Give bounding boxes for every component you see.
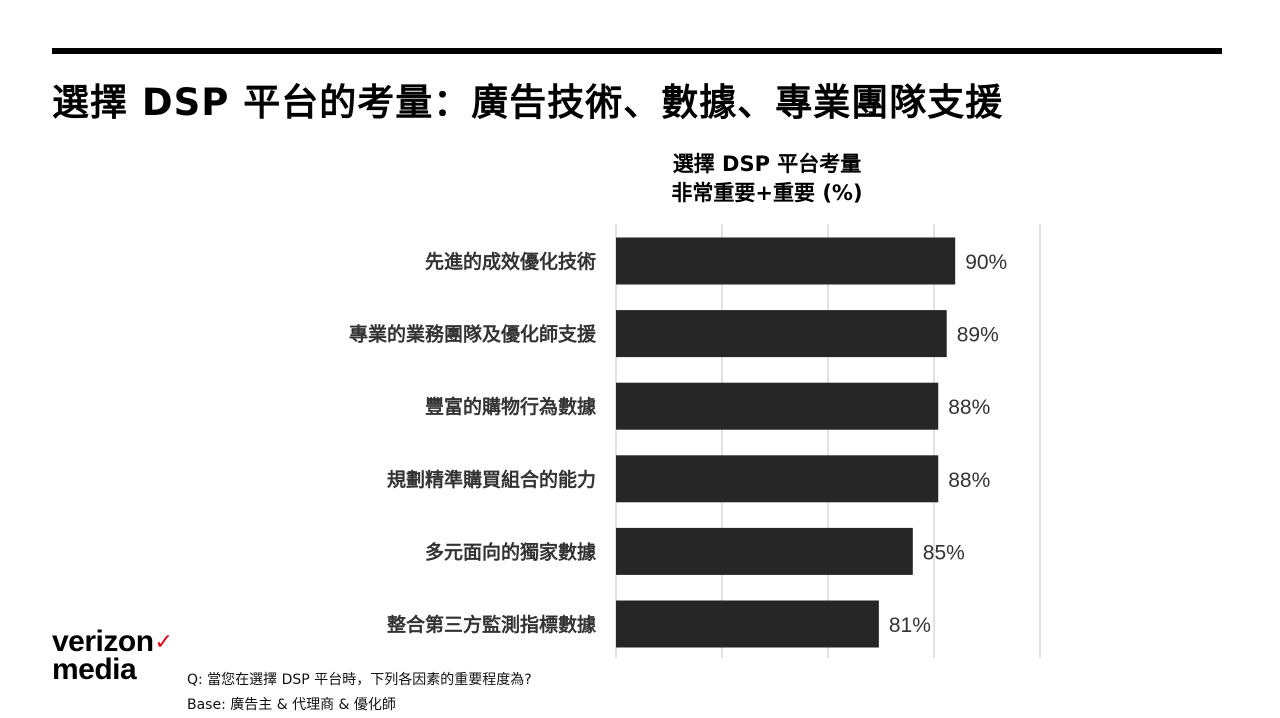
value-label: 81% — [889, 614, 931, 637]
value-label: 88% — [948, 396, 990, 419]
brand-line2: media — [52, 653, 137, 686]
checkmark-icon: ✓ — [154, 629, 173, 654]
category-label: 規劃精準購買組合的能力 — [387, 468, 596, 491]
category-label: 先進的成效優化技術 — [425, 250, 596, 273]
bar — [616, 237, 956, 285]
bar — [616, 310, 947, 358]
category-label: 整合第三方監測指標數據 — [387, 613, 597, 636]
page-title: 選擇 DSP 平台的考量：廣告技術、數據、專業團隊支援 — [52, 81, 1004, 124]
value-label: 90% — [965, 251, 1007, 274]
brand-line1: verizon — [52, 625, 154, 658]
chart-title: 選擇 DSP 平台考量 — [672, 152, 862, 176]
bar — [616, 527, 913, 575]
value-label: 85% — [923, 541, 965, 564]
bar — [616, 382, 939, 430]
footnote-base: Base: 廣告主 & 代理商 & 優化師 — [187, 697, 396, 713]
category-label: 多元面向的獨家數據 — [425, 540, 597, 563]
footnote-question: Q: 當您在選擇 DSP 平台時，下列各因素的重要程度為? — [187, 672, 532, 688]
chart-subtitle: 非常重要+重要 (%) — [671, 181, 863, 205]
footnote: Q: 當您在選擇 DSP 平台時，下列各因素的重要程度為? Base: 廣告主 … — [187, 668, 532, 718]
value-label: 89% — [957, 324, 999, 347]
category-label: 專業的業務團隊及優化師支援 — [349, 323, 597, 346]
value-label: 88% — [948, 469, 990, 492]
bar — [616, 600, 879, 648]
top-rule — [52, 48, 1222, 54]
chart-title-block: 選擇 DSP 平台考量 非常重要+重要 (%) — [612, 150, 922, 208]
bar — [616, 455, 939, 503]
category-label: 豐富的購物行為數據 — [425, 395, 597, 418]
verizon-media-logo: verizon✓ media — [52, 625, 173, 686]
